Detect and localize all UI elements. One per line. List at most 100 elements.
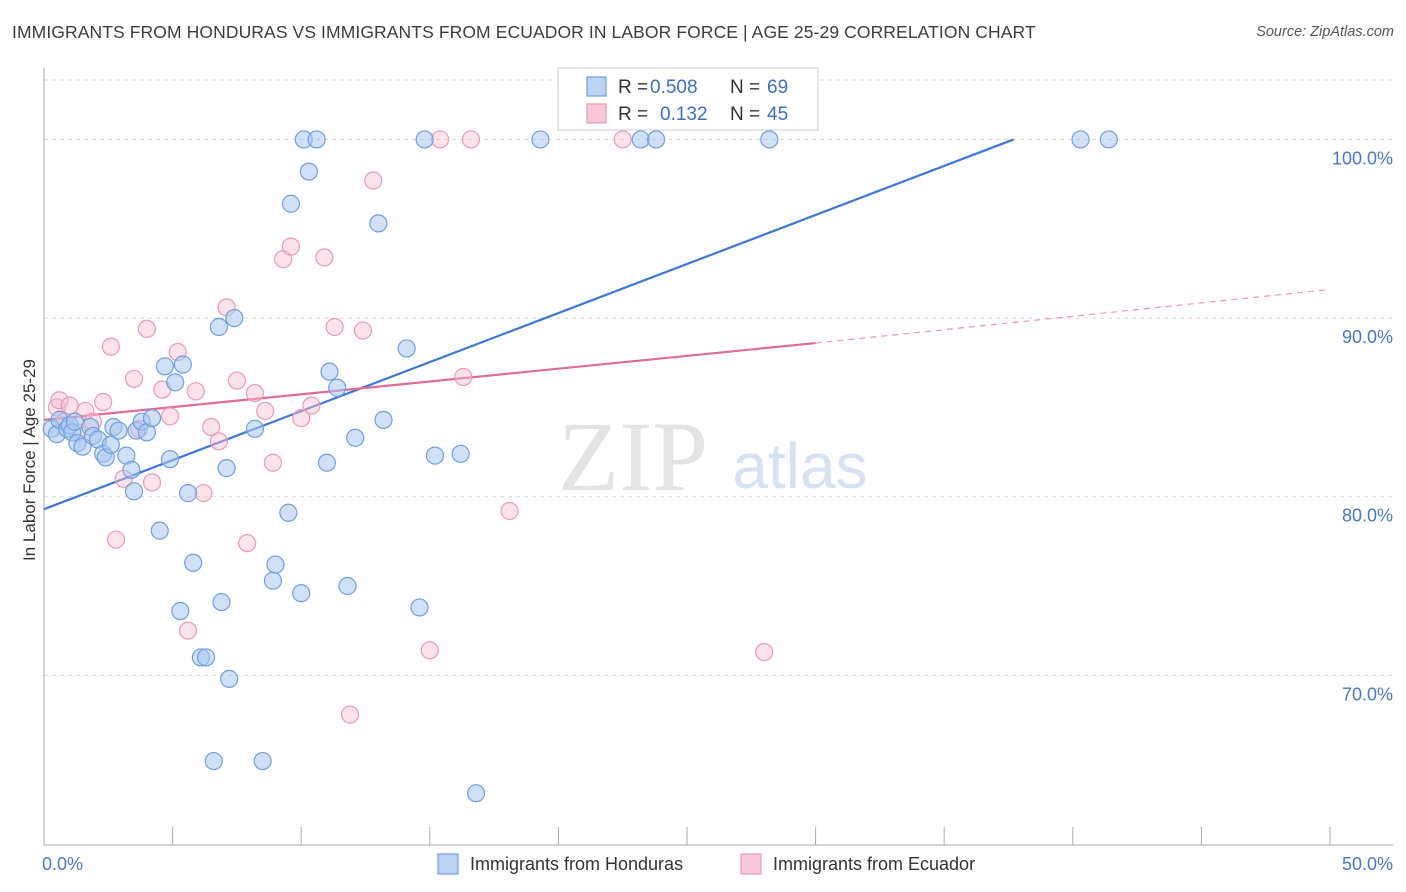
point-ecuador bbox=[420, 641, 439, 660]
point-honduras bbox=[263, 571, 283, 590]
y-tick-labels: 100.0% 90.0% 80.0% 70.0% bbox=[1332, 148, 1393, 704]
point-ecuador bbox=[209, 432, 228, 451]
point-honduras bbox=[760, 130, 779, 149]
trend-line-honduras bbox=[43, 138, 1015, 511]
point-ecuador bbox=[137, 319, 156, 338]
point-ecuador bbox=[124, 369, 144, 388]
point-ecuador bbox=[302, 396, 321, 415]
point-honduras bbox=[346, 428, 365, 447]
point-ecuador bbox=[194, 484, 213, 503]
trend-lines bbox=[43, 138, 1331, 511]
point-ecuador bbox=[238, 534, 257, 553]
point-ecuador bbox=[202, 417, 221, 437]
bottom-legend-swatch-ecuador bbox=[740, 853, 762, 875]
point-ecuador bbox=[106, 530, 126, 549]
bottom-legend-label-honduras: Immigrants from Honduras bbox=[470, 854, 683, 874]
point-honduras bbox=[166, 373, 185, 392]
point-honduras bbox=[328, 378, 347, 397]
point-honduras bbox=[253, 751, 272, 771]
point-ecuador bbox=[364, 171, 383, 190]
point-honduras bbox=[178, 484, 198, 503]
point-honduras bbox=[155, 357, 174, 376]
y-tick-label: 80.0% bbox=[1342, 506, 1393, 526]
correlation-legend: R = 0.508 N = 69 R = 0.132 N = 45 bbox=[557, 67, 819, 131]
point-honduras bbox=[122, 460, 141, 479]
point-honduras bbox=[647, 130, 666, 149]
point-honduras bbox=[124, 482, 144, 501]
point-honduras bbox=[204, 751, 223, 771]
point-ecuador bbox=[160, 407, 180, 426]
watermark-zip: ZIP bbox=[558, 401, 708, 512]
trend-line-ecuador-extension bbox=[815, 288, 1331, 344]
point-honduras bbox=[320, 362, 339, 381]
axes bbox=[43, 68, 1393, 846]
bottom-legend-swatch-honduras bbox=[437, 853, 459, 875]
point-honduras bbox=[65, 412, 84, 431]
point-honduras bbox=[466, 784, 486, 803]
legend-r-label-honduras: R = bbox=[618, 77, 648, 98]
point-ecuador bbox=[461, 130, 481, 149]
point-honduras bbox=[184, 553, 203, 572]
point-ecuador bbox=[340, 705, 360, 724]
source-credit: Source: ZipAtlas.com bbox=[1256, 24, 1394, 40]
point-ecuador bbox=[60, 396, 79, 415]
point-honduras bbox=[425, 446, 445, 465]
point-honduras bbox=[196, 648, 216, 667]
legend-n-value-ecuador: 45 bbox=[767, 104, 788, 125]
point-ecuador bbox=[325, 317, 344, 337]
point-ecuador bbox=[142, 473, 162, 492]
legend-r-value-ecuador: 0.132 bbox=[660, 104, 708, 125]
bottom-legend-label-ecuador: Immigrants from Ecuador bbox=[773, 854, 975, 874]
point-ecuador bbox=[292, 408, 311, 428]
point-ecuador bbox=[281, 237, 301, 256]
point-honduras bbox=[281, 194, 301, 213]
point-honduras bbox=[299, 162, 319, 181]
point-honduras bbox=[266, 555, 285, 574]
point-ecuador bbox=[263, 453, 283, 472]
point-honduras bbox=[160, 450, 180, 469]
trend-line-ecuador bbox=[43, 341, 816, 421]
legend-swatch-ecuador bbox=[586, 103, 607, 124]
point-honduras bbox=[451, 444, 470, 463]
point-honduras bbox=[109, 421, 128, 440]
point-honduras bbox=[225, 308, 244, 328]
legend-n-value-honduras: 69 bbox=[767, 77, 788, 98]
point-honduras bbox=[374, 410, 393, 429]
point-honduras bbox=[415, 130, 434, 149]
legend-n-label-honduras: N = bbox=[730, 77, 760, 98]
point-ecuador bbox=[353, 321, 373, 340]
point-honduras bbox=[142, 408, 162, 428]
point-honduras bbox=[631, 130, 650, 149]
point-ecuador bbox=[94, 392, 113, 412]
data-points bbox=[42, 130, 1118, 803]
point-ecuador bbox=[256, 401, 275, 421]
point-ecuador bbox=[755, 642, 774, 662]
y-axis-label: In Labor Force | Age 25-29 bbox=[20, 359, 39, 561]
point-honduras bbox=[171, 601, 190, 621]
point-honduras bbox=[1071, 130, 1090, 149]
point-honduras bbox=[245, 419, 265, 438]
point-honduras bbox=[338, 576, 357, 596]
point-honduras bbox=[307, 130, 326, 149]
point-ecuador bbox=[315, 248, 334, 267]
point-honduras bbox=[217, 459, 236, 478]
watermark-atlas: atlas bbox=[732, 430, 867, 502]
point-honduras bbox=[531, 130, 550, 149]
gridlines bbox=[44, 79, 1393, 676]
y-tick-label: 100.0% bbox=[1332, 148, 1393, 168]
point-ecuador bbox=[454, 367, 473, 387]
point-ecuador bbox=[613, 130, 632, 149]
point-ecuador bbox=[500, 501, 519, 521]
point-ecuador bbox=[245, 383, 265, 403]
point-ecuador bbox=[101, 337, 120, 356]
point-honduras bbox=[212, 592, 231, 612]
legend-swatch-honduras bbox=[586, 76, 607, 97]
x-tick-label-max: 50.0% bbox=[1342, 854, 1393, 874]
point-honduras bbox=[292, 584, 311, 603]
legend-r-value-honduras: 0.508 bbox=[650, 77, 698, 98]
point-honduras bbox=[279, 503, 298, 522]
point-honduras bbox=[173, 355, 192, 374]
point-honduras bbox=[397, 339, 416, 358]
point-honduras bbox=[410, 598, 429, 617]
